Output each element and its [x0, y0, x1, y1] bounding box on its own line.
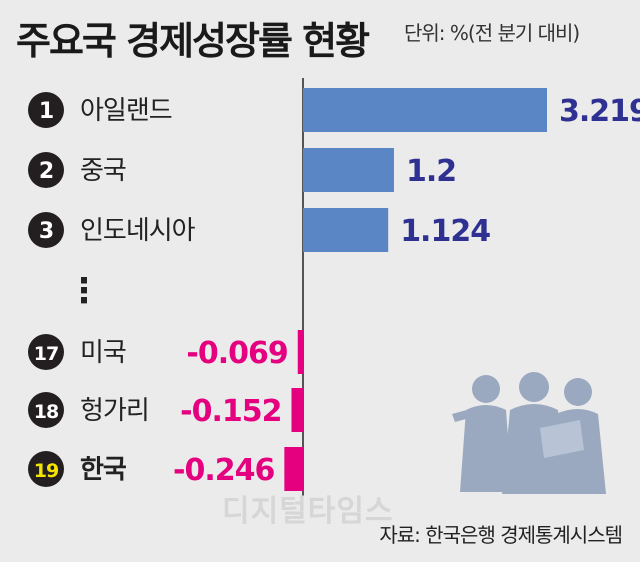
bar — [297, 330, 303, 374]
bar — [303, 208, 389, 252]
country-label: 한국 — [80, 455, 127, 485]
rank-badge — [28, 212, 64, 248]
page-title: 주요국 경제성장률 현황 — [16, 19, 370, 63]
value-label: -0.152 — [180, 394, 281, 429]
country-label: 중국 — [80, 156, 126, 186]
rank-number: 18 — [34, 401, 59, 423]
rank-number: 19 — [34, 460, 58, 482]
rank-badge — [28, 392, 64, 428]
rank-number: 17 — [34, 343, 58, 365]
ellipsis-icon: ⋮ — [67, 271, 101, 311]
source-note: 자료: 한국은행 경제통계시스템 — [379, 523, 623, 547]
rank-number: 3 — [39, 219, 53, 244]
bar — [284, 447, 303, 491]
bar — [303, 148, 394, 192]
country-label: 인도네시아 — [80, 216, 196, 246]
rank-badge — [28, 152, 64, 188]
country-label: 미국 — [80, 338, 126, 368]
rank-badge — [28, 334, 64, 370]
value-label: -0.246 — [173, 453, 274, 488]
people-silhouette-icon — [452, 372, 606, 494]
value-label: -0.069 — [186, 336, 287, 371]
rank-badge — [28, 92, 64, 128]
rank-number: 2 — [39, 159, 53, 184]
unit-label: 단위: %(전 분기 대비) — [404, 21, 580, 45]
country-label: 아일랜드 — [80, 96, 172, 126]
value-label: 1.124 — [400, 214, 490, 249]
value-label: 3.219 — [559, 94, 640, 129]
rank-badge — [28, 451, 64, 487]
rank-number: 1 — [39, 99, 53, 124]
watermark: 디지털타임스 — [222, 494, 394, 529]
bar — [291, 388, 303, 432]
bar — [303, 88, 548, 132]
country-label: 헝가리 — [80, 396, 149, 426]
value-label: 1.2 — [406, 154, 456, 189]
